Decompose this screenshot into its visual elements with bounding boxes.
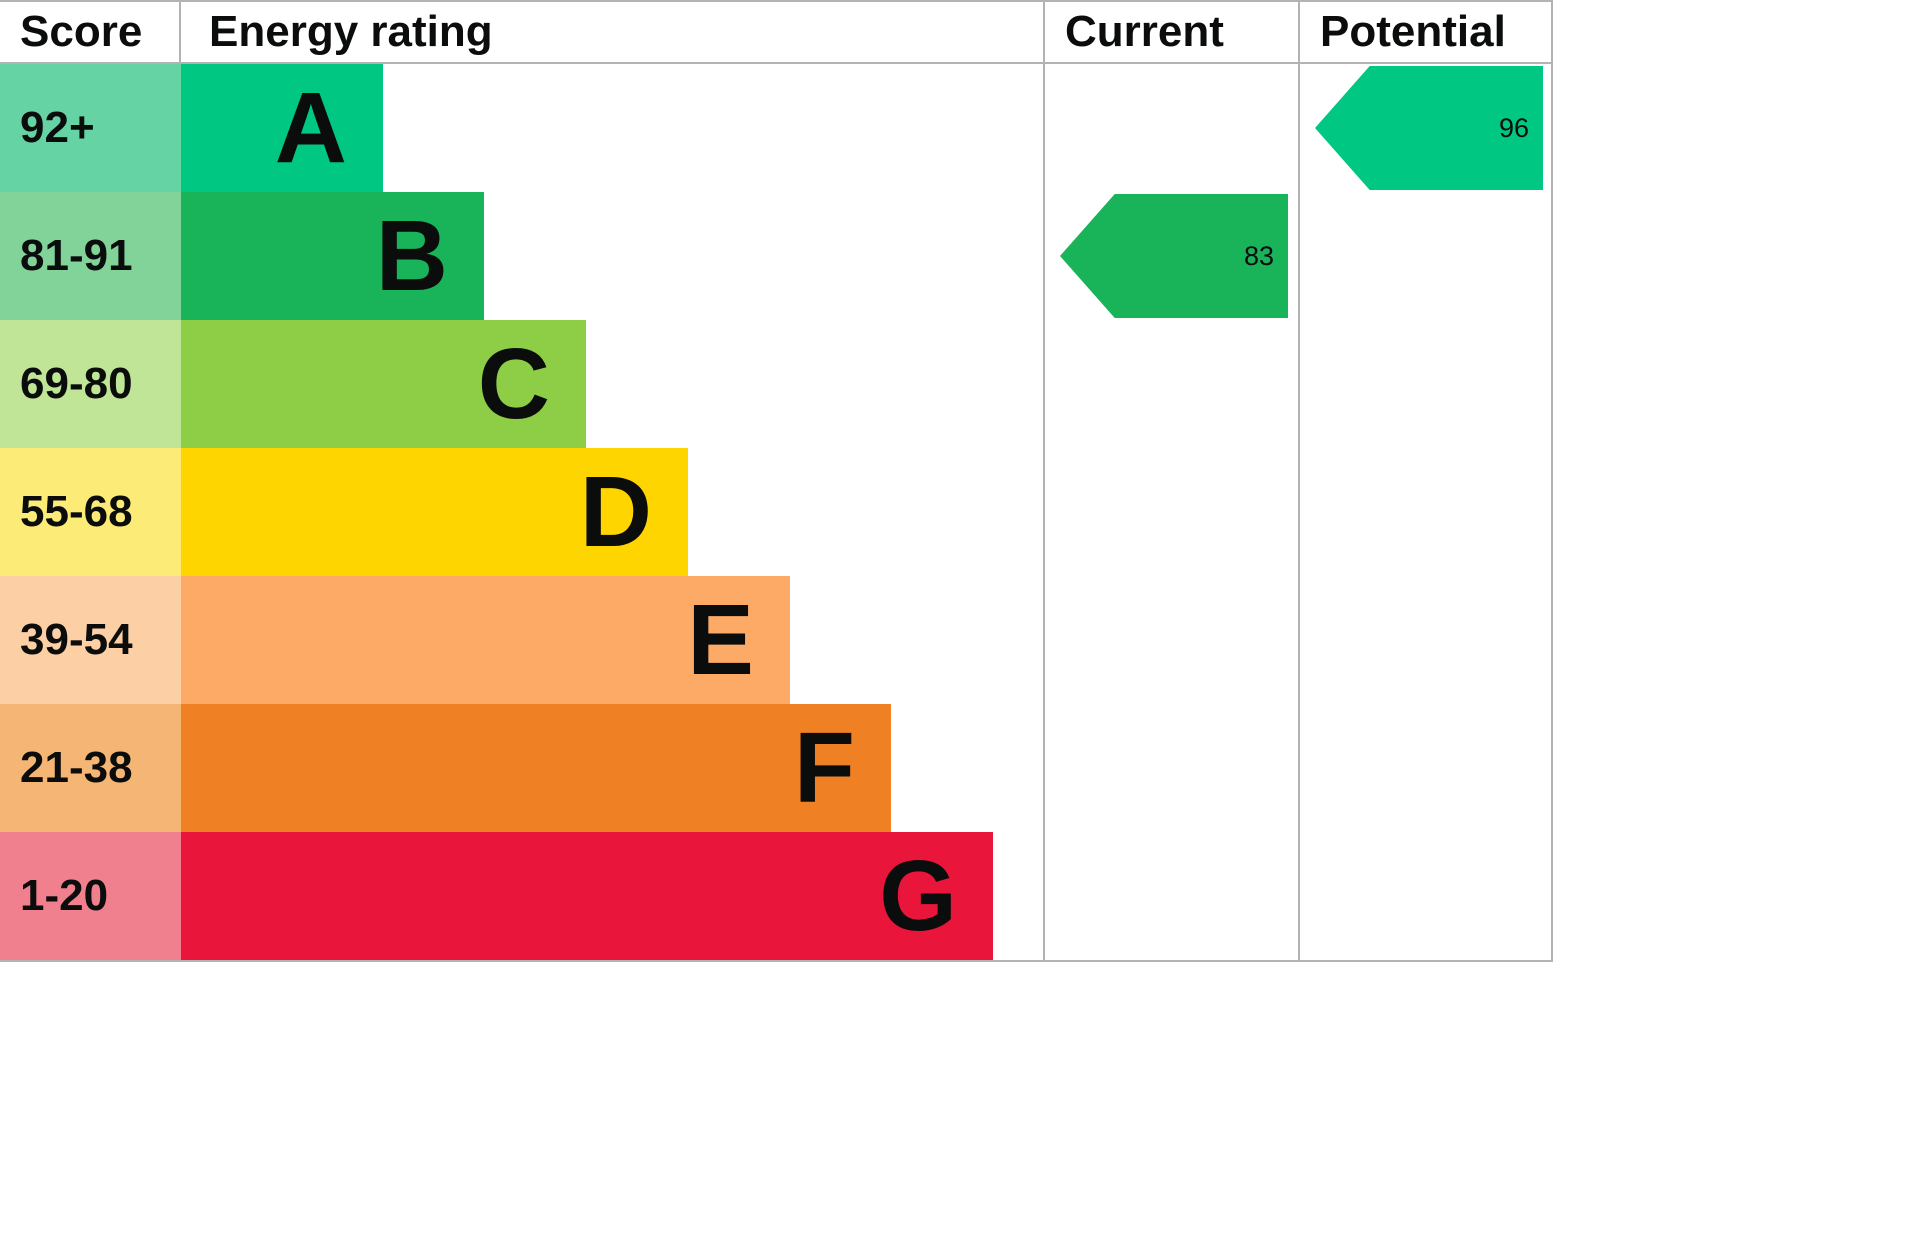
current-cell-b: 83 (1043, 192, 1298, 320)
band-row-d: 55-68 D (0, 448, 1551, 576)
score-range-f: 21-38 (0, 704, 181, 832)
potential-header: Potential (1298, 2, 1553, 62)
score-range-c: 69-80 (0, 320, 181, 448)
rating-cell-e: E (181, 576, 1043, 704)
band-bar-e: E (181, 576, 790, 704)
current-cell-d (1043, 448, 1298, 576)
band-letter-c: C (477, 328, 550, 440)
rating-cell-c: C (181, 320, 1043, 448)
current-cell-c (1043, 320, 1298, 448)
score-header: Score (0, 2, 181, 62)
current-header: Current (1043, 2, 1298, 62)
band-row-b: 81-91 B 83 (0, 192, 1551, 320)
score-range-e: 39-54 (0, 576, 181, 704)
band-bar-b: B (181, 192, 484, 320)
current-cell-e (1043, 576, 1298, 704)
band-bar-g: G (181, 832, 993, 960)
band-row-a: 92+ A 96 (0, 64, 1551, 192)
rating-cell-g: G (181, 832, 1043, 960)
band-row-e: 39-54 E (0, 576, 1551, 704)
band-bar-c: C (181, 320, 586, 448)
rating-cell-f: F (181, 704, 1043, 832)
potential-cell-g (1298, 832, 1553, 960)
potential-marker-arrow: 96 (1315, 66, 1543, 190)
band-letter-b: B (375, 200, 448, 312)
band-letter-f: F (793, 712, 855, 824)
potential-value: 96 (1498, 112, 1529, 143)
potential-cell-b (1298, 192, 1553, 320)
band-letter-a: A (274, 72, 347, 184)
band-letter-g: G (879, 840, 957, 952)
epc-energy-rating-chart: Score Energy rating Current Potential 92… (0, 0, 1553, 962)
current-cell-g (1043, 832, 1298, 960)
rating-cell-a: A (181, 64, 1043, 192)
current-marker-arrow: 83 (1060, 194, 1288, 318)
rating-cell-b: B (181, 192, 1043, 320)
band-letter-d: D (579, 456, 652, 568)
score-range-g: 1-20 (0, 832, 181, 960)
band-row-c: 69-80 C (0, 320, 1551, 448)
band-letter-e: E (687, 584, 754, 696)
header-row: Score Energy rating Current Potential (0, 2, 1551, 64)
potential-cell-f (1298, 704, 1553, 832)
band-row-g: 1-20 G (0, 832, 1551, 960)
rating-cell-d: D (181, 448, 1043, 576)
current-cell-f (1043, 704, 1298, 832)
potential-cell-c (1298, 320, 1553, 448)
score-range-b: 81-91 (0, 192, 181, 320)
band-bar-f: F (181, 704, 891, 832)
score-range-a: 92+ (0, 64, 181, 192)
band-row-f: 21-38 F (0, 704, 1551, 832)
potential-cell-a: 96 (1298, 64, 1553, 192)
potential-cell-d (1298, 448, 1553, 576)
potential-cell-e (1298, 576, 1553, 704)
score-range-d: 55-68 (0, 448, 181, 576)
energy-rating-header: Energy rating (209, 7, 493, 56)
current-cell-a (1043, 64, 1298, 192)
band-bar-d: D (181, 448, 688, 576)
current-value: 83 (1243, 240, 1274, 271)
band-bar-a: A (181, 64, 383, 192)
